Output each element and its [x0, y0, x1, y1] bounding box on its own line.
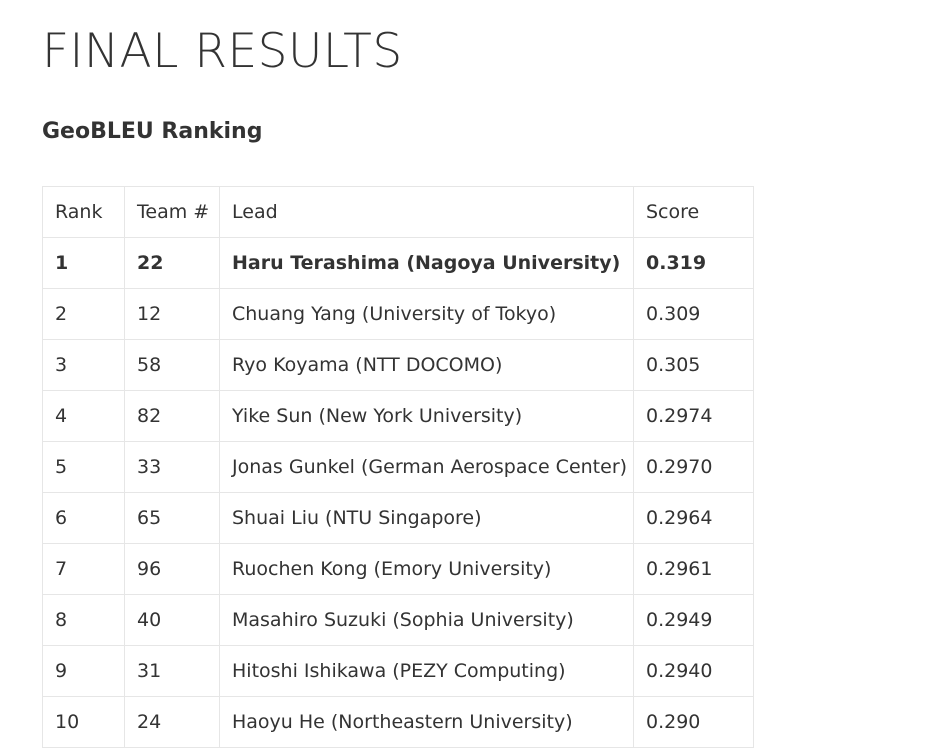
rank-cell: 10: [42, 696, 125, 748]
table-row: 9 31 Hitoshi Ishikawa (PEZY Computing) 0…: [42, 645, 754, 697]
table-row: 10 24 Haoyu He (Northeastern University)…: [42, 696, 754, 748]
lead-cell: Jonas Gunkel (German Aerospace Center): [219, 441, 634, 493]
score-cell: 0.2940: [633, 645, 754, 697]
rank-cell: 7: [42, 543, 125, 595]
header-score: Score: [633, 186, 754, 238]
lead-cell: Chuang Yang (University of Tokyo): [219, 288, 634, 340]
team-cell: 22: [124, 237, 220, 289]
score-cell: 0.2964: [633, 492, 754, 544]
score-cell: 0.2970: [633, 441, 754, 493]
rank-cell: 3: [42, 339, 125, 391]
rank-cell: 6: [42, 492, 125, 544]
score-cell: 0.290: [633, 696, 754, 748]
rank-cell: 8: [42, 594, 125, 646]
lead-cell: Yike Sun (New York University): [219, 390, 634, 442]
score-cell: 0.319: [633, 237, 754, 289]
table-row: 5 33 Jonas Gunkel (German Aerospace Cent…: [42, 441, 754, 493]
team-cell: 24: [124, 696, 220, 748]
lead-cell: Shuai Liu (NTU Singapore): [219, 492, 634, 544]
lead-cell: Masahiro Suzuki (Sophia University): [219, 594, 634, 646]
table-row: 4 82 Yike Sun (New York University) 0.29…: [42, 390, 754, 442]
table-header-row: Rank Team # Lead Score: [42, 186, 754, 238]
table-row: 7 96 Ruochen Kong (Emory University) 0.2…: [42, 543, 754, 595]
team-cell: 12: [124, 288, 220, 340]
lead-cell: Ryo Koyama (NTT DOCOMO): [219, 339, 634, 391]
table-row: 3 58 Ryo Koyama (NTT DOCOMO) 0.305: [42, 339, 754, 391]
team-cell: 33: [124, 441, 220, 493]
team-cell: 31: [124, 645, 220, 697]
score-cell: 0.2949: [633, 594, 754, 646]
team-cell: 82: [124, 390, 220, 442]
lead-cell: Haoyu He (Northeastern University): [219, 696, 634, 748]
team-cell: 96: [124, 543, 220, 595]
score-cell: 0.305: [633, 339, 754, 391]
team-cell: 65: [124, 492, 220, 544]
team-cell: 58: [124, 339, 220, 391]
lead-cell: Haru Terashima (Nagoya University): [219, 237, 634, 289]
team-cell: 40: [124, 594, 220, 646]
rank-cell: 1: [42, 237, 125, 289]
score-cell: 0.2974: [633, 390, 754, 442]
table-row: 1 22 Haru Terashima (Nagoya University) …: [42, 237, 754, 289]
page-title: FINAL RESULTS: [42, 24, 403, 79]
score-cell: 0.2961: [633, 543, 754, 595]
lead-cell: Ruochen Kong (Emory University): [219, 543, 634, 595]
ranking-table: Rank Team # Lead Score 1 22 Haru Terashi…: [42, 186, 754, 748]
rank-cell: 2: [42, 288, 125, 340]
section-title: GeoBLEU Ranking: [42, 119, 263, 144]
rank-cell: 5: [42, 441, 125, 493]
table-row: 2 12 Chuang Yang (University of Tokyo) 0…: [42, 288, 754, 340]
table-row: 6 65 Shuai Liu (NTU Singapore) 0.2964: [42, 492, 754, 544]
score-cell: 0.309: [633, 288, 754, 340]
lead-cell: Hitoshi Ishikawa (PEZY Computing): [219, 645, 634, 697]
header-rank: Rank: [42, 186, 125, 238]
table-row: 8 40 Masahiro Suzuki (Sophia University)…: [42, 594, 754, 646]
header-team: Team #: [124, 186, 220, 238]
rank-cell: 9: [42, 645, 125, 697]
rank-cell: 4: [42, 390, 125, 442]
header-lead: Lead: [219, 186, 634, 238]
